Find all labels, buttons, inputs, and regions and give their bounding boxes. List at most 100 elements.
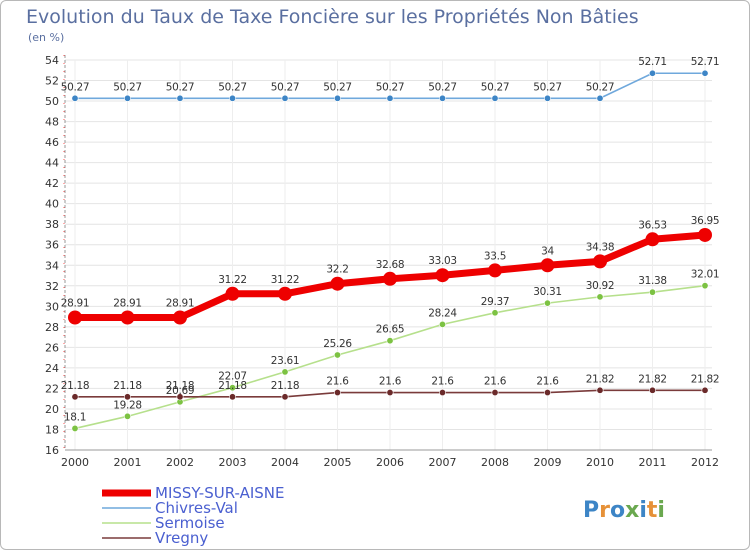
data-label-chivres-val: 52.71 bbox=[638, 56, 667, 68]
data-label-missy-sur-aisne: 33.03 bbox=[428, 255, 457, 267]
data-label-missy-sur-aisne: 28.91 bbox=[113, 298, 142, 310]
data-label-missy-sur-aisne: 33.5 bbox=[484, 250, 506, 262]
y-tick-label: 34 bbox=[45, 259, 59, 272]
data-label-vregny: 21.18 bbox=[218, 380, 247, 392]
data-label-vregny: 21.6 bbox=[379, 376, 402, 388]
data-label-chivres-val: 50.27 bbox=[61, 81, 90, 93]
point-vregny bbox=[543, 389, 551, 397]
y-tick-label: 50 bbox=[45, 95, 59, 108]
data-label-chivres-val: 50.27 bbox=[586, 81, 615, 93]
data-label-chivres-val: 52.71 bbox=[691, 56, 720, 68]
x-tick-label: 2005 bbox=[324, 456, 352, 469]
y-axis-unit: (en %) bbox=[28, 31, 64, 44]
data-label-chivres-val: 50.27 bbox=[428, 81, 457, 93]
y-tick-label: 46 bbox=[45, 136, 59, 149]
y-tick-label: 20 bbox=[45, 403, 59, 416]
data-label-chivres-val: 50.27 bbox=[218, 81, 247, 93]
point-missy-sur-aisne bbox=[593, 254, 607, 269]
point-chivres-val bbox=[124, 94, 132, 102]
chart-title: Evolution du Taux de Taxe Foncière sur l… bbox=[26, 6, 639, 28]
point-vregny bbox=[333, 389, 341, 397]
x-tick-label: 2006 bbox=[376, 456, 404, 469]
data-labels: 50.27 50.27 50.27 50.27 50.27 50.27 50.27 50.27… bbox=[61, 56, 720, 423]
y-tick-label: 36 bbox=[45, 239, 59, 252]
data-label-vregny: 21.6 bbox=[326, 376, 349, 388]
series-layer bbox=[68, 69, 712, 432]
x-tick-label: 2000 bbox=[61, 456, 89, 469]
data-label-vregny: 21.18 bbox=[166, 380, 195, 392]
data-label-chivres-val: 50.27 bbox=[533, 81, 562, 93]
data-label-sermoise: 30.31 bbox=[533, 286, 562, 298]
point-sermoise bbox=[543, 299, 551, 307]
y-tick-label: 48 bbox=[45, 116, 59, 129]
y-tick-label: 28 bbox=[45, 321, 59, 334]
y-tick-label: 16 bbox=[45, 444, 59, 457]
y-tick-label: 24 bbox=[45, 362, 59, 375]
data-label-missy-sur-aisne: 31.22 bbox=[271, 274, 300, 286]
y-tick-label: 32 bbox=[45, 280, 59, 293]
data-label-chivres-val: 50.27 bbox=[271, 81, 300, 93]
legend-label-chivres-val: Chivres-Val bbox=[155, 499, 238, 517]
y-tick-label: 52 bbox=[45, 75, 59, 88]
point-sermoise bbox=[71, 424, 79, 432]
x-tick-label: 2011 bbox=[639, 456, 667, 469]
y-tick-label: 38 bbox=[45, 218, 59, 231]
data-label-vregny: 21.6 bbox=[536, 376, 559, 388]
point-chivres-val bbox=[543, 94, 551, 102]
logo-letter: x bbox=[625, 498, 639, 523]
point-missy-sur-aisne bbox=[278, 286, 292, 301]
point-chivres-val bbox=[701, 69, 709, 77]
data-label-sermoise: 26.65 bbox=[376, 324, 405, 336]
data-label-sermoise: 31.38 bbox=[638, 275, 667, 287]
data-label-chivres-val: 50.27 bbox=[166, 81, 195, 93]
point-sermoise bbox=[124, 412, 132, 420]
y-tick-label: 42 bbox=[45, 177, 59, 190]
point-missy-sur-aisne bbox=[540, 258, 555, 273]
x-tick-label: 2009 bbox=[534, 456, 562, 469]
data-label-chivres-val: 50.27 bbox=[481, 81, 510, 93]
x-tick-label: 2007 bbox=[429, 456, 457, 469]
point-chivres-val bbox=[648, 69, 656, 77]
logo-letter: o bbox=[610, 498, 625, 523]
data-label-sermoise: 32.01 bbox=[691, 269, 720, 281]
data-label-missy-sur-aisne: 36.53 bbox=[638, 219, 667, 231]
point-chivres-val bbox=[438, 94, 446, 102]
y-tick-label: 40 bbox=[45, 198, 59, 211]
data-label-sermoise: 22.07 bbox=[218, 371, 247, 383]
data-label-vregny: 21.6 bbox=[484, 376, 507, 388]
data-label-missy-sur-aisne: 34 bbox=[541, 245, 554, 257]
axes: 16 18 20 22 24 26 28 30 32 34 36 38 40 42 44 46 48 50 52 54… bbox=[45, 54, 719, 469]
data-label-vregny: 21.82 bbox=[638, 373, 667, 385]
point-sermoise bbox=[596, 293, 604, 301]
x-tick-label: 2001 bbox=[114, 456, 142, 469]
x-tick-label: 2004 bbox=[271, 456, 299, 469]
point-vregny bbox=[701, 386, 709, 394]
legend-label-sermoise: Sermoise bbox=[155, 514, 225, 532]
point-sermoise bbox=[229, 384, 237, 392]
point-missy-sur-aisne bbox=[225, 286, 240, 301]
point-missy-sur-aisne bbox=[120, 310, 135, 325]
point-sermoise bbox=[281, 368, 289, 376]
y-tick-label: 44 bbox=[45, 157, 59, 170]
point-chivres-val bbox=[281, 94, 289, 102]
point-sermoise bbox=[333, 351, 341, 359]
data-label-vregny: 21.18 bbox=[271, 380, 300, 392]
logo-letter: P bbox=[583, 498, 599, 523]
data-label-missy-sur-aisne: 36.95 bbox=[691, 215, 720, 227]
point-sermoise bbox=[701, 282, 709, 290]
point-vregny bbox=[124, 393, 132, 401]
point-sermoise bbox=[386, 337, 394, 345]
point-vregny bbox=[438, 389, 446, 397]
data-label-chivres-val: 50.27 bbox=[323, 81, 352, 93]
y-tick-label: 18 bbox=[45, 423, 59, 436]
point-missy-sur-aisne bbox=[698, 227, 712, 242]
data-label-sermoise: 20.69 bbox=[166, 385, 195, 397]
data-label-missy-sur-aisne: 28.91 bbox=[61, 298, 90, 310]
data-label-missy-sur-aisne: 32.2 bbox=[326, 264, 348, 276]
point-vregny bbox=[229, 393, 237, 401]
point-missy-sur-aisne bbox=[383, 271, 397, 286]
logo-text: Proxiti bbox=[583, 498, 665, 523]
data-label-missy-sur-aisne: 28.91 bbox=[166, 298, 195, 310]
